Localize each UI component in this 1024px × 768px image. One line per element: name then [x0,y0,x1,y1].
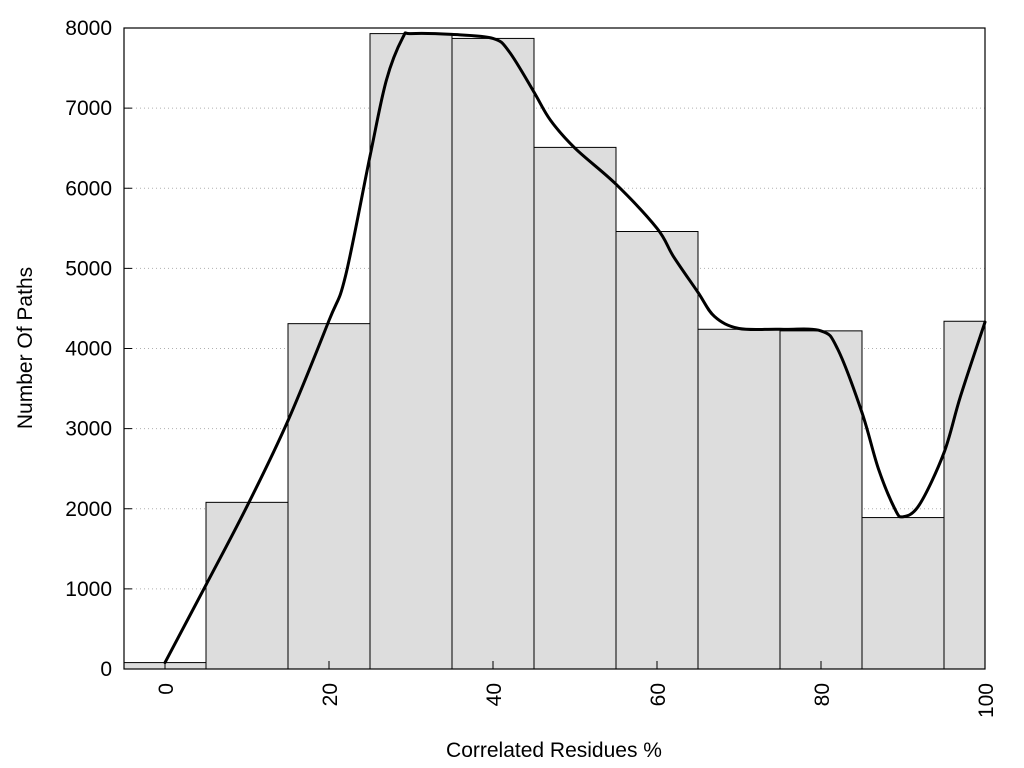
histogram-bar [205,501,289,670]
y-tick-label: 6000 [65,177,112,200]
x-axis-title: Correlated Residues % [446,739,662,762]
y-tick-label: 1000 [65,578,112,601]
y-tick-label: 2000 [65,498,112,521]
histogram-bar [533,146,617,670]
x-tick-label: 100 [975,683,998,718]
histogram-bar [615,231,699,670]
y-tick-label: 0 [100,658,112,681]
x-tick-label: 0 [155,683,178,695]
histogram-bar [779,330,863,670]
x-tick-label: 60 [647,683,670,706]
y-tick-label: 3000 [65,418,112,441]
x-tick-label: 80 [811,683,834,706]
ticks-layer [124,27,986,670]
bars-layer [123,33,986,670]
histogram-bar [697,328,781,670]
y-tick-label: 4000 [65,338,112,361]
tick-labels-layer: 0 1000 2000 3000 4000 5000 6000 7000 8000 0 20 40 60… [65,17,998,718]
x-tick-label: 40 [483,683,506,706]
histogram-bar [451,37,535,670]
y-tick-label: 5000 [65,257,112,280]
histogram-bar [287,323,371,670]
trend-curve [163,31,987,665]
histogram-bar [369,33,453,670]
y-tick-label: 8000 [65,17,112,40]
histogram-bar [861,517,945,670]
histogram-bar [943,320,986,670]
y-tick-label: 7000 [65,97,112,120]
curve-layer [163,31,987,665]
x-tick-label: 20 [319,683,342,706]
y-axis-title: Number Of Paths [14,267,37,429]
